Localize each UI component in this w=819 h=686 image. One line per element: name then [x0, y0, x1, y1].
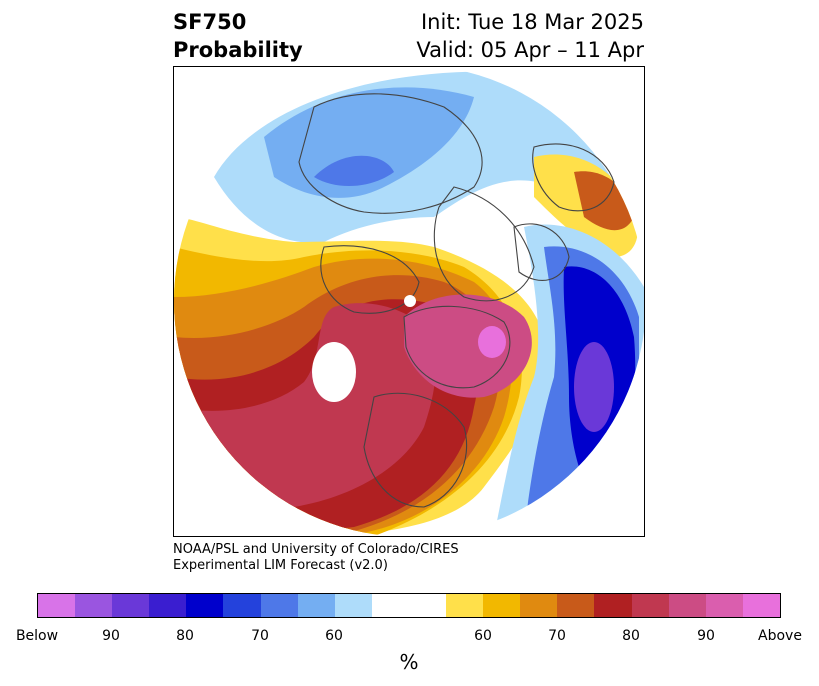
probability-map [173, 66, 645, 537]
colorbar-cell [594, 594, 632, 617]
map-title: SF750 Probability [173, 8, 303, 64]
colorbar-tick-label: 80 [176, 628, 194, 644]
above-max [478, 326, 506, 358]
colorbar-tick-label: 70 [251, 628, 269, 644]
above-core [404, 294, 532, 398]
colorbar-cell [75, 594, 113, 617]
colorbar-cell [149, 594, 187, 617]
title-variable: SF750 [173, 10, 247, 34]
colorbar-cell [557, 594, 595, 617]
colorbar-cell [483, 594, 521, 617]
colorbar-cell [705, 594, 743, 617]
title-quantity: Probability [173, 38, 303, 62]
above-region-west-90 [174, 303, 436, 507]
valid-range: Valid: 05 Apr – 11 Apr [416, 38, 644, 62]
colorbar-cell [408, 594, 447, 617]
below-region-north-60 [264, 87, 474, 198]
below-max-east [574, 342, 614, 432]
map-svg [174, 67, 644, 536]
colorbar-tick-label: 80 [622, 628, 640, 644]
probability-field [174, 67, 644, 536]
colorbar-tick-label: Below [15, 628, 59, 644]
credit-text: NOAA/PSL and University of Colorado/CIRE… [173, 542, 459, 574]
colorbar-cell [631, 594, 669, 617]
colorbar-cell [260, 594, 298, 617]
colorbar-cell [186, 594, 224, 617]
init-date: Init: Tue 18 Mar 2025 [420, 10, 644, 34]
colorbar-cell [297, 594, 335, 617]
colorbar-cell [38, 594, 76, 617]
colorbar-unit: % [399, 650, 419, 674]
colorbar-cell [371, 594, 409, 617]
forecast-dates: Init: Tue 18 Mar 2025 Valid: 05 Apr – 11… [416, 8, 644, 64]
colorbar-cell [520, 594, 558, 617]
colorbar-cell [112, 594, 150, 617]
colorbar-tick-label: 70 [548, 628, 566, 644]
colorbar-cell [334, 594, 372, 617]
colorbar-tick-label: 60 [325, 628, 343, 644]
colorbar-cell [223, 594, 261, 617]
colorbar-cell [446, 594, 484, 617]
colorbar-cell [742, 594, 780, 617]
colorbar-tick-label: 90 [697, 628, 715, 644]
colorbar-tick-label: Above [758, 628, 802, 644]
credit-line2: Experimental LIM Forecast (v2.0) [173, 558, 388, 573]
colorbar-tick-label: 90 [102, 628, 120, 644]
neutral-hole-west [312, 342, 356, 402]
land-outlines [298, 93, 615, 508]
credit-line1: NOAA/PSL and University of Colorado/CIRE… [173, 542, 459, 557]
colorbar-cell [668, 594, 706, 617]
probability-colorbar [37, 593, 781, 618]
colorbar-tick-label: 60 [474, 628, 492, 644]
below-region-north-70 [314, 155, 394, 187]
